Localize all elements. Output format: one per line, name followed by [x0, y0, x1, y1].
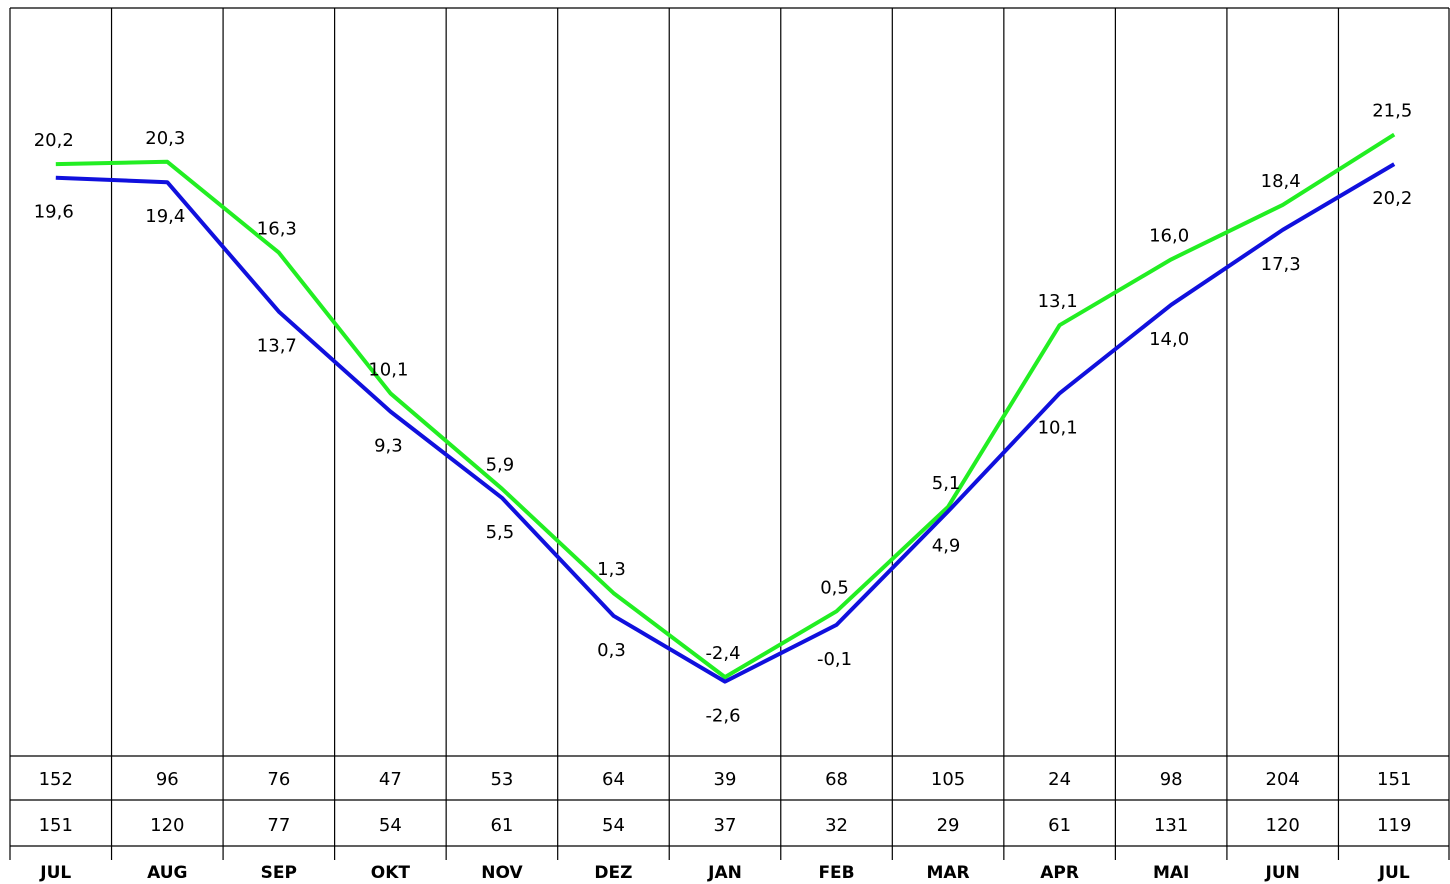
table-cell: 39	[714, 769, 737, 790]
month-tick-label: FEB	[818, 863, 854, 883]
data-label-blue: 20,2	[1372, 188, 1412, 209]
month-tick-label: OKT	[371, 863, 411, 883]
month-tick-label: JUN	[1265, 863, 1300, 883]
table-cell: 119	[1377, 815, 1411, 836]
data-label-blue: 4,9	[932, 535, 961, 556]
series-line-green	[55, 132, 1396, 680]
table-cell: 53	[490, 769, 513, 790]
table-cell: 151	[39, 815, 73, 836]
data-label-green: 1,3	[597, 559, 626, 580]
table-cell: 54	[602, 815, 625, 836]
data-table: 152 96 76 47 53 64 39 68 105 24 98 204 151 151 120 77 54…	[39, 769, 1412, 836]
grid-lines	[9, 7, 1450, 860]
data-label-green: 20,3	[145, 128, 185, 149]
data-label-green: -2,4	[705, 643, 740, 664]
month-tick-label: JUL	[1378, 863, 1410, 883]
data-label-blue: 13,7	[257, 336, 297, 357]
table-cell: 24	[1048, 769, 1071, 790]
series-line-blue	[55, 162, 1396, 684]
table-cell: 77	[267, 815, 290, 836]
month-tick-label: APR	[1040, 863, 1079, 883]
data-label-green: 13,1	[1038, 291, 1078, 312]
data-label-blue: 17,3	[1261, 254, 1301, 275]
month-tick-label: JAN	[707, 863, 742, 883]
table-cell: 61	[1048, 815, 1071, 836]
data-label-green: 0,5	[820, 577, 849, 598]
month-tick-label: AUG	[147, 863, 187, 883]
data-label-blue: 19,4	[145, 206, 185, 227]
data-label-green: 5,9	[486, 455, 515, 476]
table-cell: 120	[150, 815, 184, 836]
data-label-green: 16,3	[257, 219, 297, 240]
data-label-green: 20,2	[34, 130, 74, 151]
data-label-blue: 0,3	[597, 640, 626, 661]
data-label-blue: 9,3	[374, 435, 403, 456]
table-cell: 120	[1266, 815, 1300, 836]
table-cell: 98	[1160, 769, 1183, 790]
month-tick-label: DEZ	[594, 863, 632, 883]
data-label-blue: 10,1	[1038, 417, 1078, 438]
table-cell: 131	[1154, 815, 1188, 836]
month-tick-label: NOV	[481, 863, 523, 883]
data-label-green: 21,5	[1372, 101, 1412, 122]
data-label-blue: -0,1	[817, 649, 852, 670]
table-cell: 68	[825, 769, 848, 790]
data-label-green: 16,0	[1149, 225, 1189, 246]
table-cell: 47	[379, 769, 402, 790]
data-label-blue: 19,6	[34, 202, 74, 223]
table-cell: 61	[490, 815, 513, 836]
series-lines	[55, 132, 1396, 684]
table-cell: 29	[937, 815, 960, 836]
month-tick-label: MAI	[1153, 863, 1189, 883]
data-label-blue: -2,6	[705, 706, 740, 727]
month-axis: JUL AUG SEP OKT NOV DEZ JAN FEB MAR APR MAI JUN JUL	[39, 863, 1410, 883]
table-cell: 96	[156, 769, 179, 790]
table-cell: 54	[379, 815, 402, 836]
data-label-green: 10,1	[368, 359, 408, 380]
data-label-blue: 5,5	[486, 522, 515, 543]
table-cell: 37	[714, 815, 737, 836]
table-cell: 32	[825, 815, 848, 836]
value-labels: 19,6 20,2 19,4 20,3 13,7 16,3 9,3 10,1 5,5 5,9 0,3…	[34, 101, 1413, 727]
data-label-green: 5,1	[932, 473, 961, 494]
table-cell: 152	[39, 769, 73, 790]
table-cell: 76	[267, 769, 290, 790]
data-label-green: 18,4	[1261, 171, 1301, 192]
table-cell: 105	[931, 769, 965, 790]
data-label-blue: 14,0	[1149, 329, 1189, 350]
table-cell: 204	[1266, 769, 1300, 790]
month-tick-label: MAR	[926, 863, 969, 883]
month-tick-label: JUL	[39, 863, 71, 883]
table-cell: 151	[1377, 769, 1411, 790]
table-cell: 64	[602, 769, 625, 790]
month-tick-label: SEP	[261, 863, 297, 883]
